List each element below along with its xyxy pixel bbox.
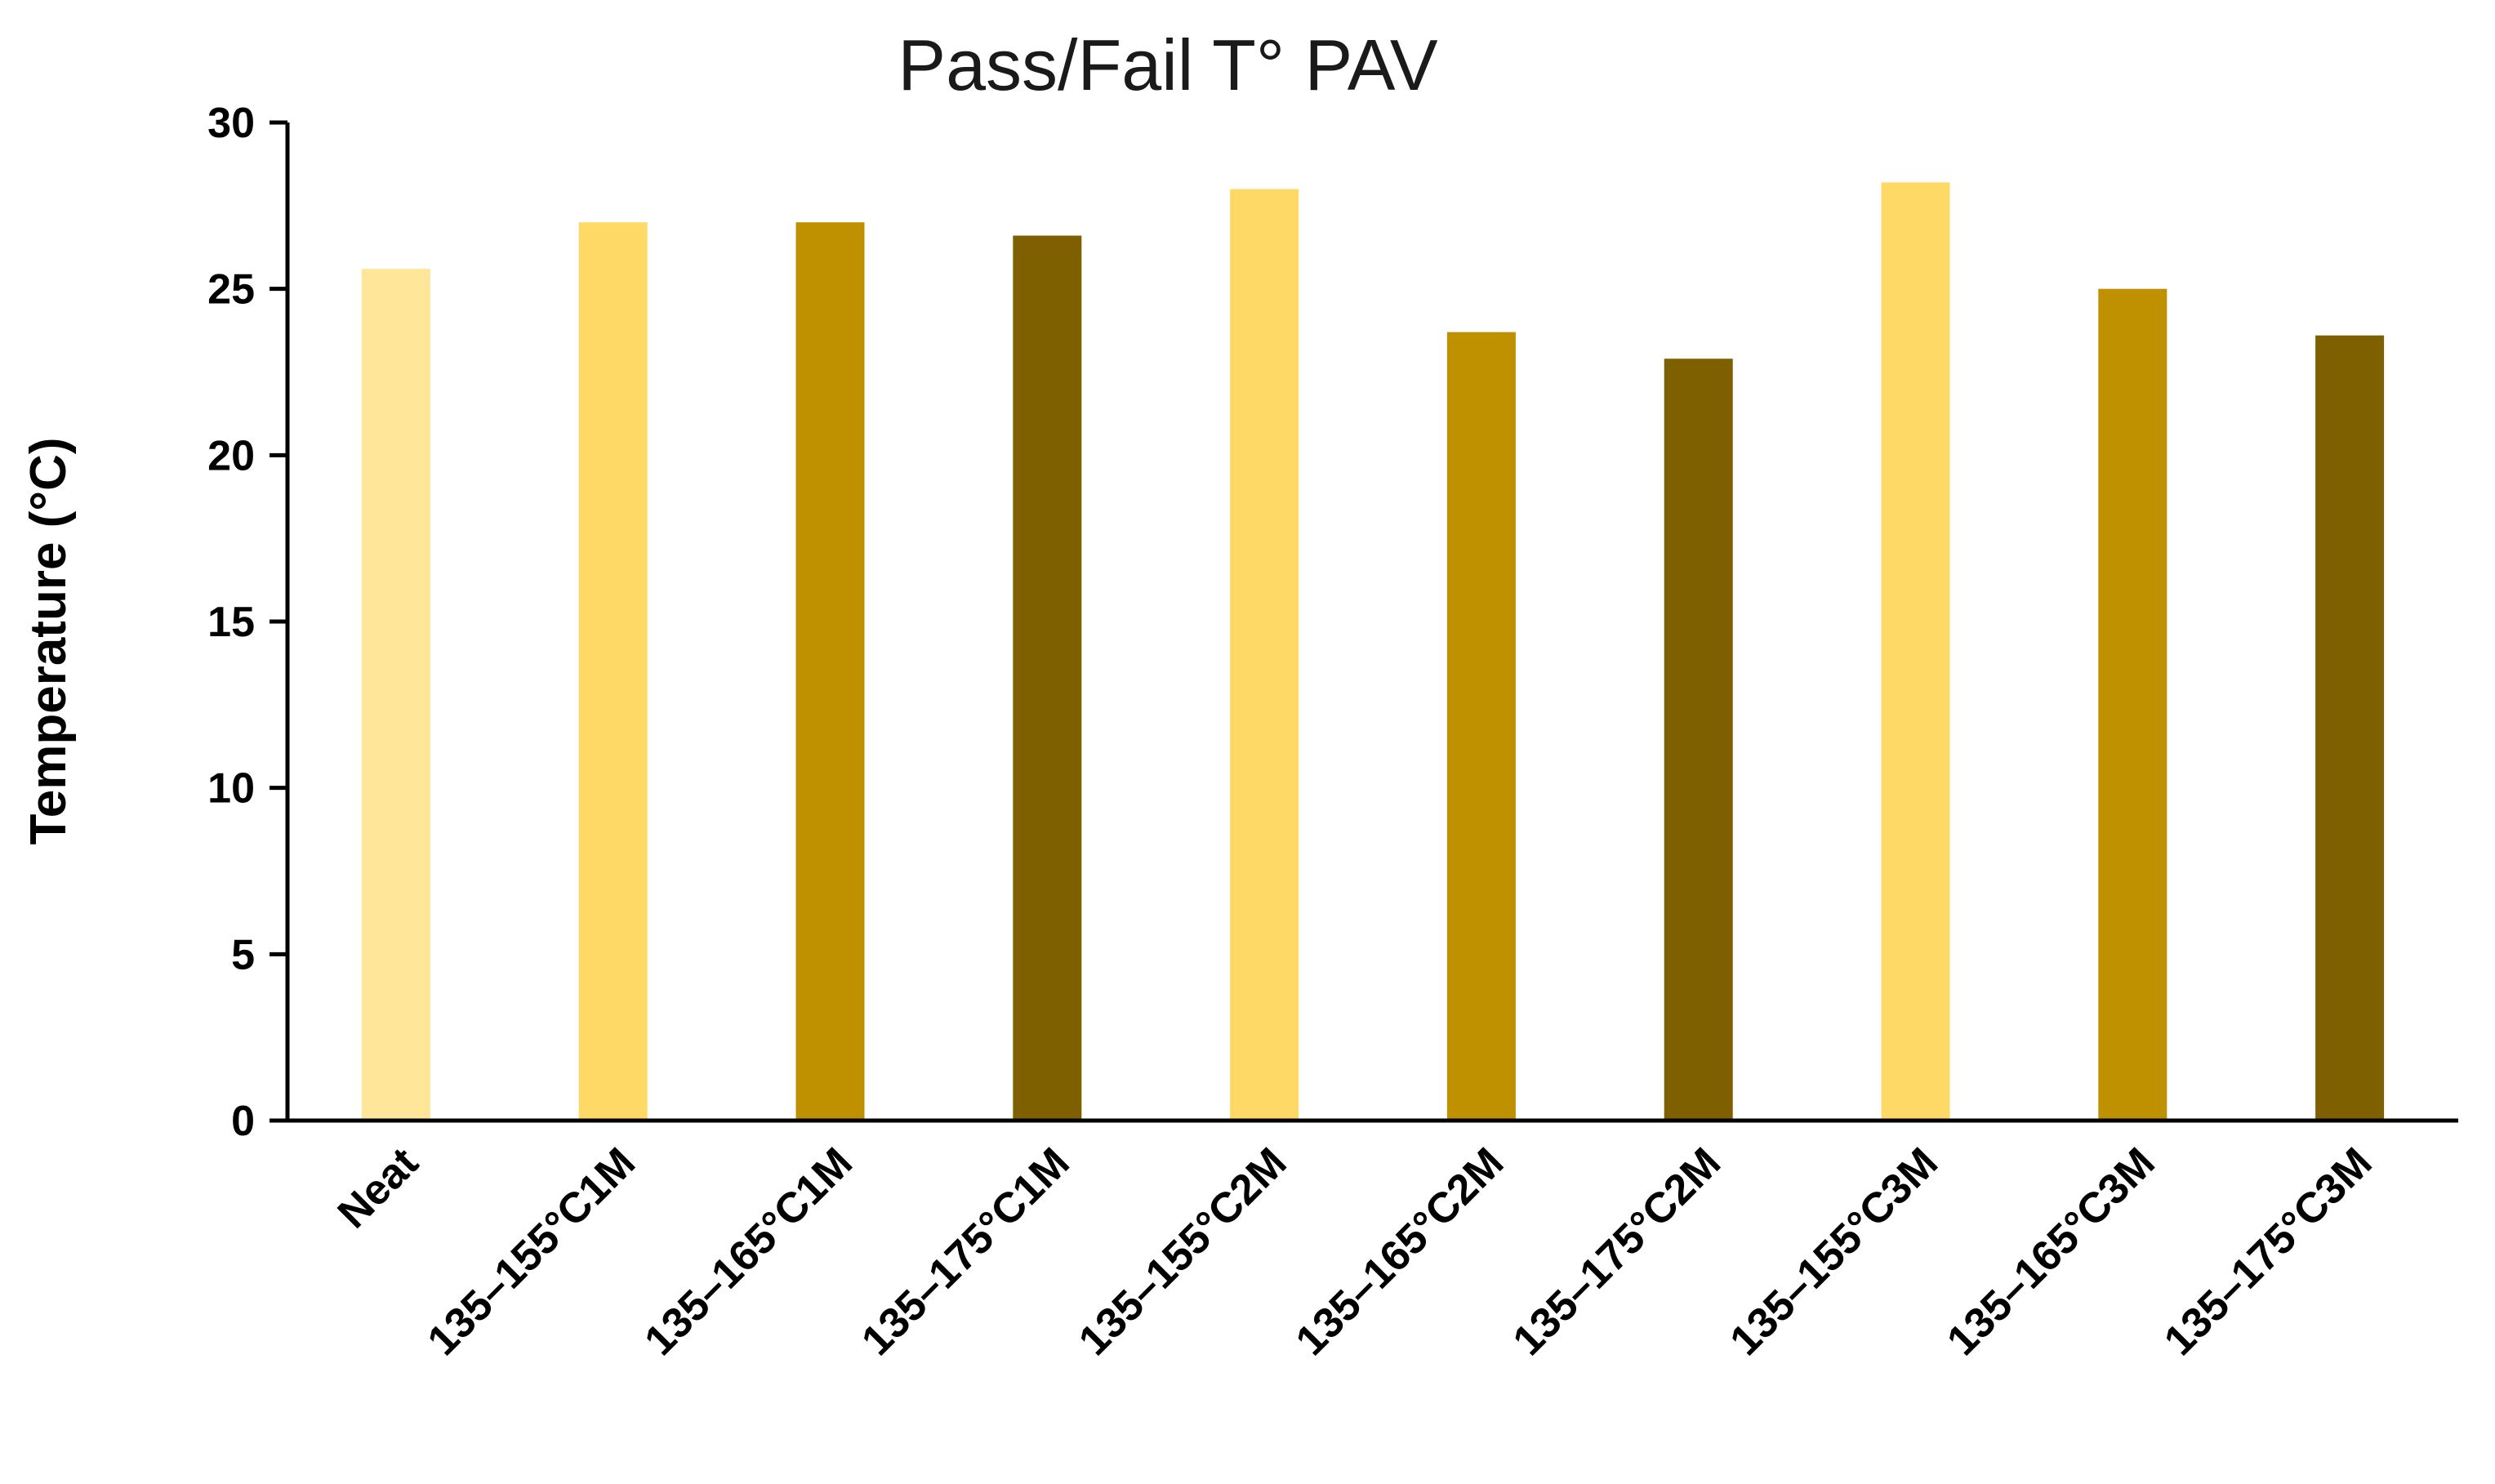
x-tick-label: 135–165°C3M [1938, 1139, 2164, 1365]
x-tick-label: Neat [329, 1139, 428, 1237]
x-tick-label: 135–155°C3M [1721, 1139, 1947, 1365]
bar-5 [1230, 189, 1299, 1121]
bar-9 [2098, 288, 2168, 1121]
y-tick-label: 20 [207, 432, 255, 479]
bar-7 [1664, 359, 1733, 1121]
y-tick-label: 30 [207, 100, 255, 147]
bar-1 [361, 269, 430, 1121]
y-tick-label: 0 [231, 1098, 255, 1145]
bar-4 [1013, 235, 1082, 1121]
bars-group [361, 182, 2385, 1121]
bar-3 [795, 222, 865, 1121]
y-tick-label: 5 [231, 931, 255, 978]
chart-title: Pass/Fail T° PAV [898, 25, 1437, 105]
y-tick-label: 15 [207, 599, 255, 646]
y-tick-label: 10 [207, 765, 255, 813]
x-tick-label: 135–175°C1M [853, 1139, 1079, 1365]
x-axis-ticks: Neat135–155°C1M135–165°C1M135–175°C1M135… [329, 1139, 2381, 1365]
bar-8 [1881, 182, 1950, 1121]
x-tick-label: 135–175°C2M [1504, 1139, 1731, 1365]
y-axis-label: Temperature (°C) [20, 437, 77, 844]
x-tick-label: 135–165°C2M [1287, 1139, 1513, 1365]
y-axis-ticks: 0 5 10 15 20 25 30 [207, 100, 287, 1145]
bar-6 [1446, 332, 1516, 1121]
x-tick-label: 135–155°C2M [1070, 1139, 1296, 1365]
bar-10 [2315, 335, 2385, 1121]
bar-2 [578, 222, 648, 1121]
x-tick-label: 135–175°C3M [2155, 1139, 2381, 1365]
x-tick-label: 135–155°C1M [419, 1139, 645, 1365]
x-tick-label: 135–165°C1M [635, 1139, 862, 1365]
y-tick-label: 25 [207, 266, 255, 314]
